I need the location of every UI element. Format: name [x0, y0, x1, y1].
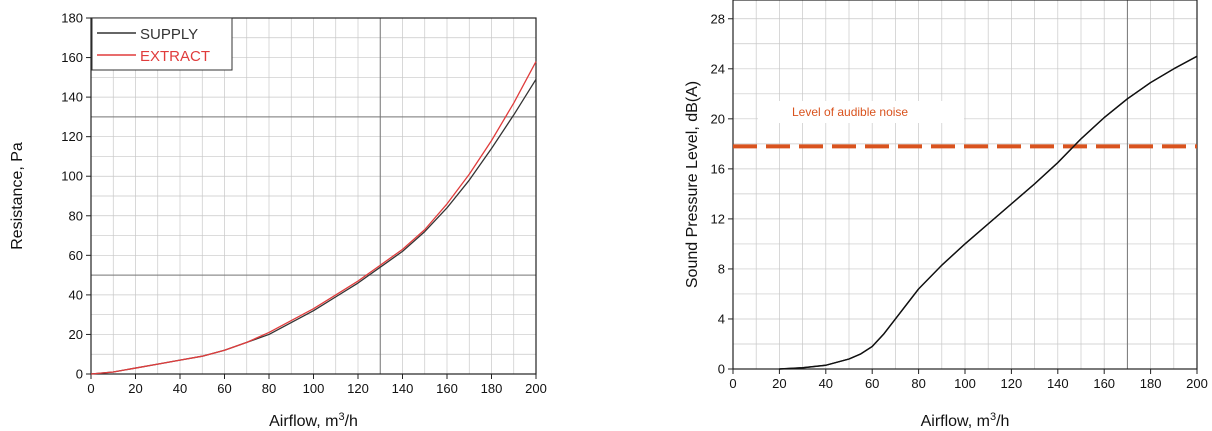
x-tick-label: 80	[911, 376, 925, 391]
y-tick-label: 28	[711, 11, 725, 26]
y-tick-label: 0	[76, 367, 83, 382]
y-tick-label: 40	[69, 287, 83, 302]
y-tick-label: 20	[69, 327, 83, 342]
x-tick-label: 180	[481, 381, 503, 396]
resistance-chart: 0 20 40 60 80 100 120 140 160 180 200 0 20 40 60 80 100 1…	[9, 11, 547, 431]
y-axis-label: Sound Pressure Level, dB(A)	[684, 81, 701, 288]
x-tick-label: 20	[128, 381, 142, 396]
x-tick-label: 60	[217, 381, 231, 396]
x-tick-label: 100	[954, 376, 976, 391]
x-tick-label: 0	[729, 376, 736, 391]
x-tick-label: 60	[865, 376, 879, 391]
x-axis-label-main: Airflow, m	[269, 413, 338, 430]
x-axis-label-unit: /h	[996, 413, 1009, 430]
y-tick-label: 160	[61, 50, 83, 65]
x-axis-label-superscript: 3	[990, 411, 996, 423]
y-tick-label: 180	[61, 11, 83, 26]
x-tick-label: 80	[262, 381, 276, 396]
x-tick-label: 120	[347, 381, 369, 396]
y-tick-label: 80	[69, 208, 83, 223]
y-tick-label: 8	[718, 261, 725, 276]
x-axis-label-main: Airflow, m	[921, 413, 990, 430]
x-tick-label: 100	[303, 381, 325, 396]
legend-entry-extract: EXTRACT	[140, 48, 210, 65]
y-tick-label: 12	[711, 211, 725, 226]
audible-noise-label: Level of audible noise	[792, 105, 908, 119]
y-tick-label: 4	[718, 311, 725, 326]
series-line-extract	[90, 61, 537, 375]
x-tick-label: 40	[173, 381, 187, 396]
grid	[732, 0, 1198, 370]
y-tick-label: 60	[69, 248, 83, 263]
x-tick-label: 140	[392, 381, 414, 396]
x-tick-label: 0	[87, 381, 94, 396]
x-tick-label: 140	[1047, 376, 1069, 391]
y-tick-label: 0	[718, 362, 725, 377]
x-tick-label: 160	[1093, 376, 1115, 391]
x-tick-label: 20	[772, 376, 786, 391]
x-axis-label-superscript: 3	[338, 411, 344, 423]
y-tick-label: 20	[711, 111, 725, 126]
legend: SUPPLY EXTRACT	[91, 17, 233, 71]
x-tick-label: 200	[1186, 376, 1208, 391]
series-line-sound-pressure	[779, 55, 1198, 370]
x-tick-label: 180	[1140, 376, 1162, 391]
y-axis-label: Resistance, Pa	[9, 142, 26, 250]
annotation-background	[758, 101, 964, 123]
y-tick-label: 120	[61, 129, 83, 144]
legend-entry-supply: SUPPLY	[140, 26, 198, 43]
x-axis-label-unit: /h	[345, 413, 358, 430]
x-axis-label: Airflow, m3/h	[269, 411, 358, 430]
grid	[90, 17, 537, 375]
y-tick-label: 24	[711, 61, 725, 76]
x-tick-label: 160	[436, 381, 458, 396]
y-tick-label: 16	[711, 161, 725, 176]
x-axis-label: Airflow, m3/h	[921, 411, 1010, 430]
x-tick-label: 40	[819, 376, 833, 391]
y-tick-label: 140	[61, 90, 83, 105]
x-tick-label: 120	[1001, 376, 1023, 391]
y-tick-label: 100	[61, 169, 83, 184]
x-tick-label: 200	[525, 381, 547, 396]
legend-box	[91, 17, 233, 71]
